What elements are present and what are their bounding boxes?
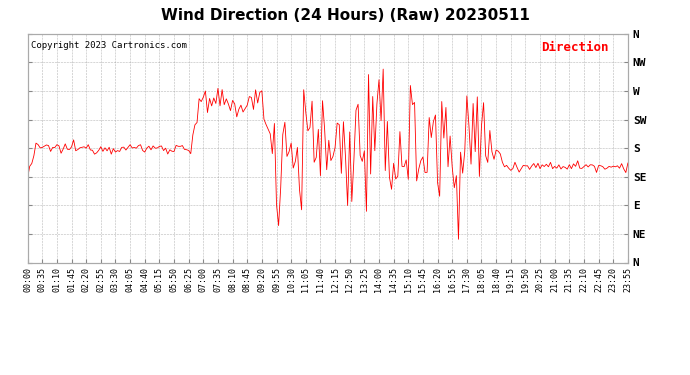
Text: Direction: Direction xyxy=(541,40,609,54)
Text: Copyright 2023 Cartronics.com: Copyright 2023 Cartronics.com xyxy=(30,40,186,50)
Text: Wind Direction (24 Hours) (Raw) 20230511: Wind Direction (24 Hours) (Raw) 20230511 xyxy=(161,8,529,22)
